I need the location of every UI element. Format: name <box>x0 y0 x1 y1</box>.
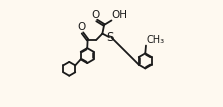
Text: OH: OH <box>112 10 128 20</box>
Text: O: O <box>92 10 100 20</box>
Text: S: S <box>106 31 114 44</box>
Text: O: O <box>77 22 85 32</box>
Text: CH₃: CH₃ <box>147 35 165 45</box>
